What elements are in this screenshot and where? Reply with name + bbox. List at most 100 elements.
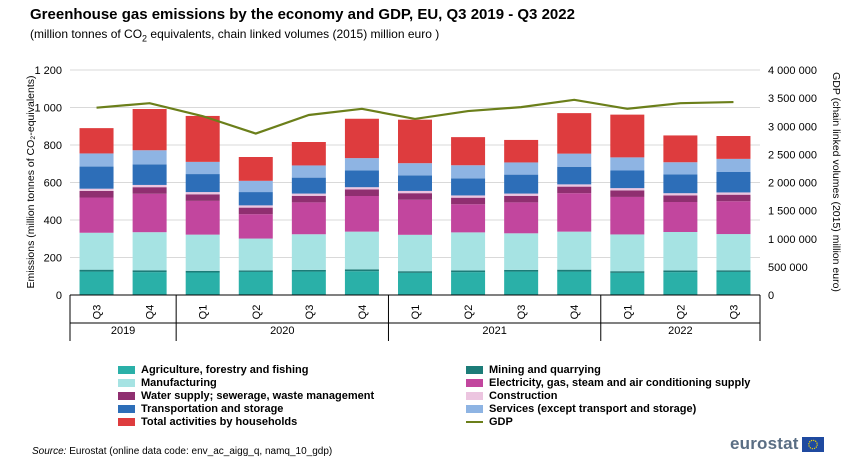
x-tick-label: Q1	[410, 305, 422, 320]
bar-segment	[185, 192, 220, 195]
bar-segment	[663, 272, 698, 295]
bar-segment	[610, 170, 645, 189]
y2-tick-label: 1 000 000	[768, 234, 817, 246]
bar-segment	[504, 193, 539, 196]
bar-segment	[185, 234, 220, 271]
legend-label: Electricity, gas, steam and air conditio…	[489, 377, 751, 389]
chart-title: Greenhouse gas emissions by the economy …	[30, 6, 575, 23]
legend-item: Electricity, gas, steam and air conditio…	[466, 377, 750, 389]
bar-segment	[451, 165, 486, 179]
legend-swatch	[466, 421, 483, 423]
bar-segment	[451, 178, 486, 196]
x-tick-label: Q3	[516, 305, 528, 320]
y2-tick-label: 500 000	[768, 262, 808, 274]
bar-segment	[291, 195, 326, 203]
bar-segment	[344, 158, 379, 171]
legend-item: Manufacturing	[118, 377, 217, 389]
bar-segment	[398, 272, 432, 295]
legend-item: Water supply; sewerage, waste management	[118, 390, 374, 402]
legend-item: Mining and quarrying	[466, 364, 601, 376]
bar-segment	[716, 172, 751, 193]
bar-segment	[344, 118, 379, 159]
y-tick-label: 1 000	[34, 103, 62, 115]
bar-segment	[291, 271, 326, 295]
bar-segment	[716, 192, 751, 195]
bar-segment	[79, 271, 114, 295]
y-axis-label: Emissions (million tonnes of CO₂-equival…	[25, 76, 37, 289]
logo-text: eurostat	[730, 434, 799, 453]
legend-swatch	[466, 379, 483, 387]
bar-segment	[185, 272, 220, 295]
gdp-line	[96, 98, 734, 135]
legend-label: Mining and quarrying	[489, 364, 601, 376]
y2-tick-label: 1 500 000	[768, 206, 817, 218]
bar-segment	[610, 190, 645, 197]
bar-segment	[716, 194, 751, 202]
bar-segment	[132, 270, 167, 273]
bar-segment	[291, 202, 326, 235]
bar-segment	[291, 165, 326, 178]
bar-segment	[557, 186, 592, 194]
bar-segment	[79, 188, 114, 191]
bar-segment	[398, 119, 432, 164]
gdp-line-group	[96, 98, 734, 135]
bar-segment	[344, 196, 379, 232]
source-label: Source:	[32, 446, 67, 457]
eurostat-logo: eurostat	[730, 434, 824, 454]
bar-segment	[451, 270, 486, 273]
bar-segment	[185, 174, 220, 193]
y2-tick-label: 2 000 000	[768, 178, 817, 190]
bar-segment	[610, 234, 645, 272]
x-tick-label: Q3	[304, 305, 316, 320]
bar-segment	[79, 269, 114, 272]
year-label: 2019	[111, 325, 135, 337]
bar-segment	[610, 114, 645, 158]
chart-subtitle: (million tonnes of CO2 equivalents, chai…	[30, 27, 439, 43]
bar-segment	[291, 177, 326, 194]
bar-segment	[504, 233, 539, 270]
x-tick-label: Q2	[675, 305, 687, 320]
bar-segment	[132, 272, 167, 295]
bar-segment	[451, 137, 486, 166]
legend-swatch	[118, 405, 135, 413]
bar-segment	[185, 194, 220, 201]
x-tick-label: Q4	[569, 305, 581, 320]
bar-segment	[557, 184, 592, 187]
bar-segment	[344, 189, 379, 196]
x-tick-label: Q2	[463, 305, 475, 320]
year-label: 2021	[482, 325, 506, 337]
bar-segment	[79, 197, 114, 233]
bar-segment	[132, 164, 167, 185]
bar-segment	[238, 180, 273, 193]
x-tick-label: Q3	[92, 305, 104, 320]
legend-label: Water supply; sewerage, waste management	[141, 390, 375, 402]
bar-segment	[557, 271, 592, 295]
bar-segment	[663, 193, 698, 196]
bar-segment	[398, 193, 432, 200]
y-tick-label: 400	[44, 215, 62, 227]
subtitle-text-end: equivalents, chain linked volumes (2015)…	[147, 27, 440, 41]
bar-segment	[344, 187, 379, 190]
bar-segment	[238, 205, 273, 208]
legend-label: Agriculture, forestry and fishing	[141, 364, 309, 376]
bar-segment	[132, 109, 167, 151]
bar-segment	[451, 272, 486, 295]
bar-segment	[716, 270, 751, 272]
bar-segment	[663, 232, 698, 271]
bar-segment	[504, 195, 539, 203]
legend-label: Transportation and storage	[141, 403, 284, 415]
bar-segment	[610, 157, 645, 171]
legend-item: Agriculture, forestry and fishing	[118, 364, 308, 376]
bar-segment	[451, 195, 486, 198]
bar-segment	[185, 115, 220, 162]
bar-segment	[238, 271, 273, 295]
bar-segment	[716, 271, 751, 295]
bar-segment	[716, 201, 751, 235]
bar-segment	[79, 166, 114, 189]
bar-segment	[557, 193, 592, 232]
x-tick-label: Q1	[198, 305, 210, 320]
legend-item: Transportation and storage	[118, 403, 283, 415]
bar-segment	[716, 136, 751, 159]
year-label: 2020	[270, 325, 294, 337]
bar-segment	[398, 271, 432, 273]
